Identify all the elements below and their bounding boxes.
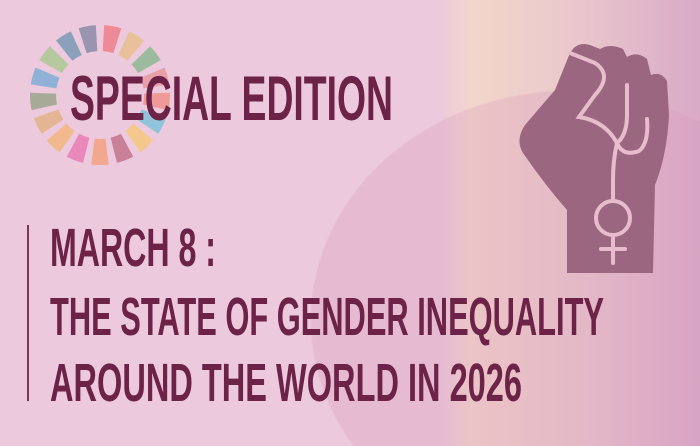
title-divider [27, 225, 29, 401]
sdg-wheel-segment [39, 46, 69, 74]
sdg-wheel-segment [102, 25, 122, 54]
sdg-wheel-segment [125, 123, 154, 153]
sdg-wheel-segment [142, 92, 170, 111]
sdg-wheel-segment [91, 138, 109, 166]
sdg-wheel-segment [140, 67, 170, 89]
sdg-wheel-segment [78, 25, 98, 54]
title-line-3: AROUND THE WORLD IN 2026 [50, 353, 522, 413]
sdg-wheel-segment [131, 46, 161, 74]
sdg-wheel-segment [66, 133, 90, 163]
sdg-wheel-segment [136, 109, 167, 134]
title-line-2: THE STATE OF GENDER INEQUALITY [50, 287, 604, 347]
sdg-wheel-segment [56, 31, 82, 61]
sdg-wheel-segment [46, 123, 75, 153]
sdg-wheel-segment [118, 31, 144, 61]
sdg-wheel-segment [30, 67, 60, 89]
title-line-1: MARCH 8 : [50, 218, 216, 278]
sdg-wheel-segment [30, 92, 58, 111]
special-edition-heading: SPECIAL EDITION [70, 64, 393, 134]
sdg-wheel-segment [110, 133, 134, 163]
raised-fist-female-symbol-icon [519, 44, 669, 273]
sdg-wheel-icon [30, 25, 170, 166]
sdg-wheel-segment [33, 109, 64, 134]
